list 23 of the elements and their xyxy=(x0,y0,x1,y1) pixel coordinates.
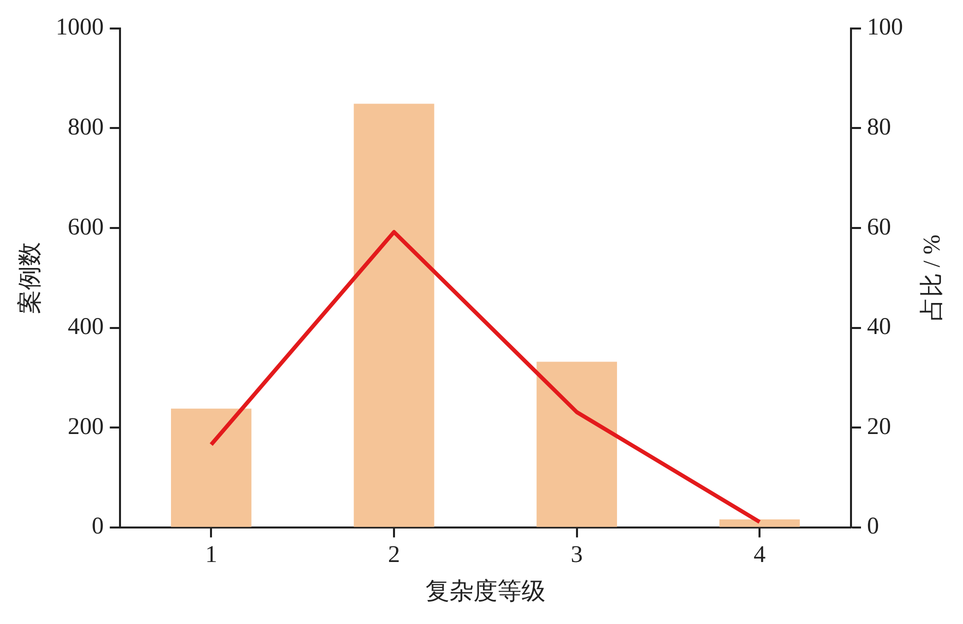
y-axis-title: 案例数 xyxy=(16,242,44,314)
bar xyxy=(354,104,434,527)
x-axis-title: 复杂度等级 xyxy=(425,578,546,605)
y-tick-label: 1000 xyxy=(56,14,104,41)
x-tick-label: 3 xyxy=(570,542,583,568)
y2-tick-label: 0 xyxy=(867,514,879,540)
y-tick-label: 0 xyxy=(92,514,104,540)
y2-tick-label: 100 xyxy=(867,14,903,41)
y-tick-label: 400 xyxy=(68,314,104,340)
bar xyxy=(719,519,800,527)
y-tick-label: 200 xyxy=(68,414,104,440)
y-tick-label: 800 xyxy=(68,114,104,140)
x-tick-label: 4 xyxy=(754,542,766,568)
y2-tick-label: 60 xyxy=(867,214,891,240)
y2-tick-label: 20 xyxy=(867,414,891,440)
bar xyxy=(536,362,618,527)
y2-tick-label: 40 xyxy=(867,314,891,340)
y-tick-label: 600 xyxy=(68,214,104,240)
y2-tick-label: 80 xyxy=(867,114,891,140)
bar xyxy=(170,408,252,527)
y2-axis-title: 占比 / % xyxy=(919,234,946,322)
x-tick-label: 2 xyxy=(388,542,400,568)
x-tick-label: 1 xyxy=(205,542,218,568)
